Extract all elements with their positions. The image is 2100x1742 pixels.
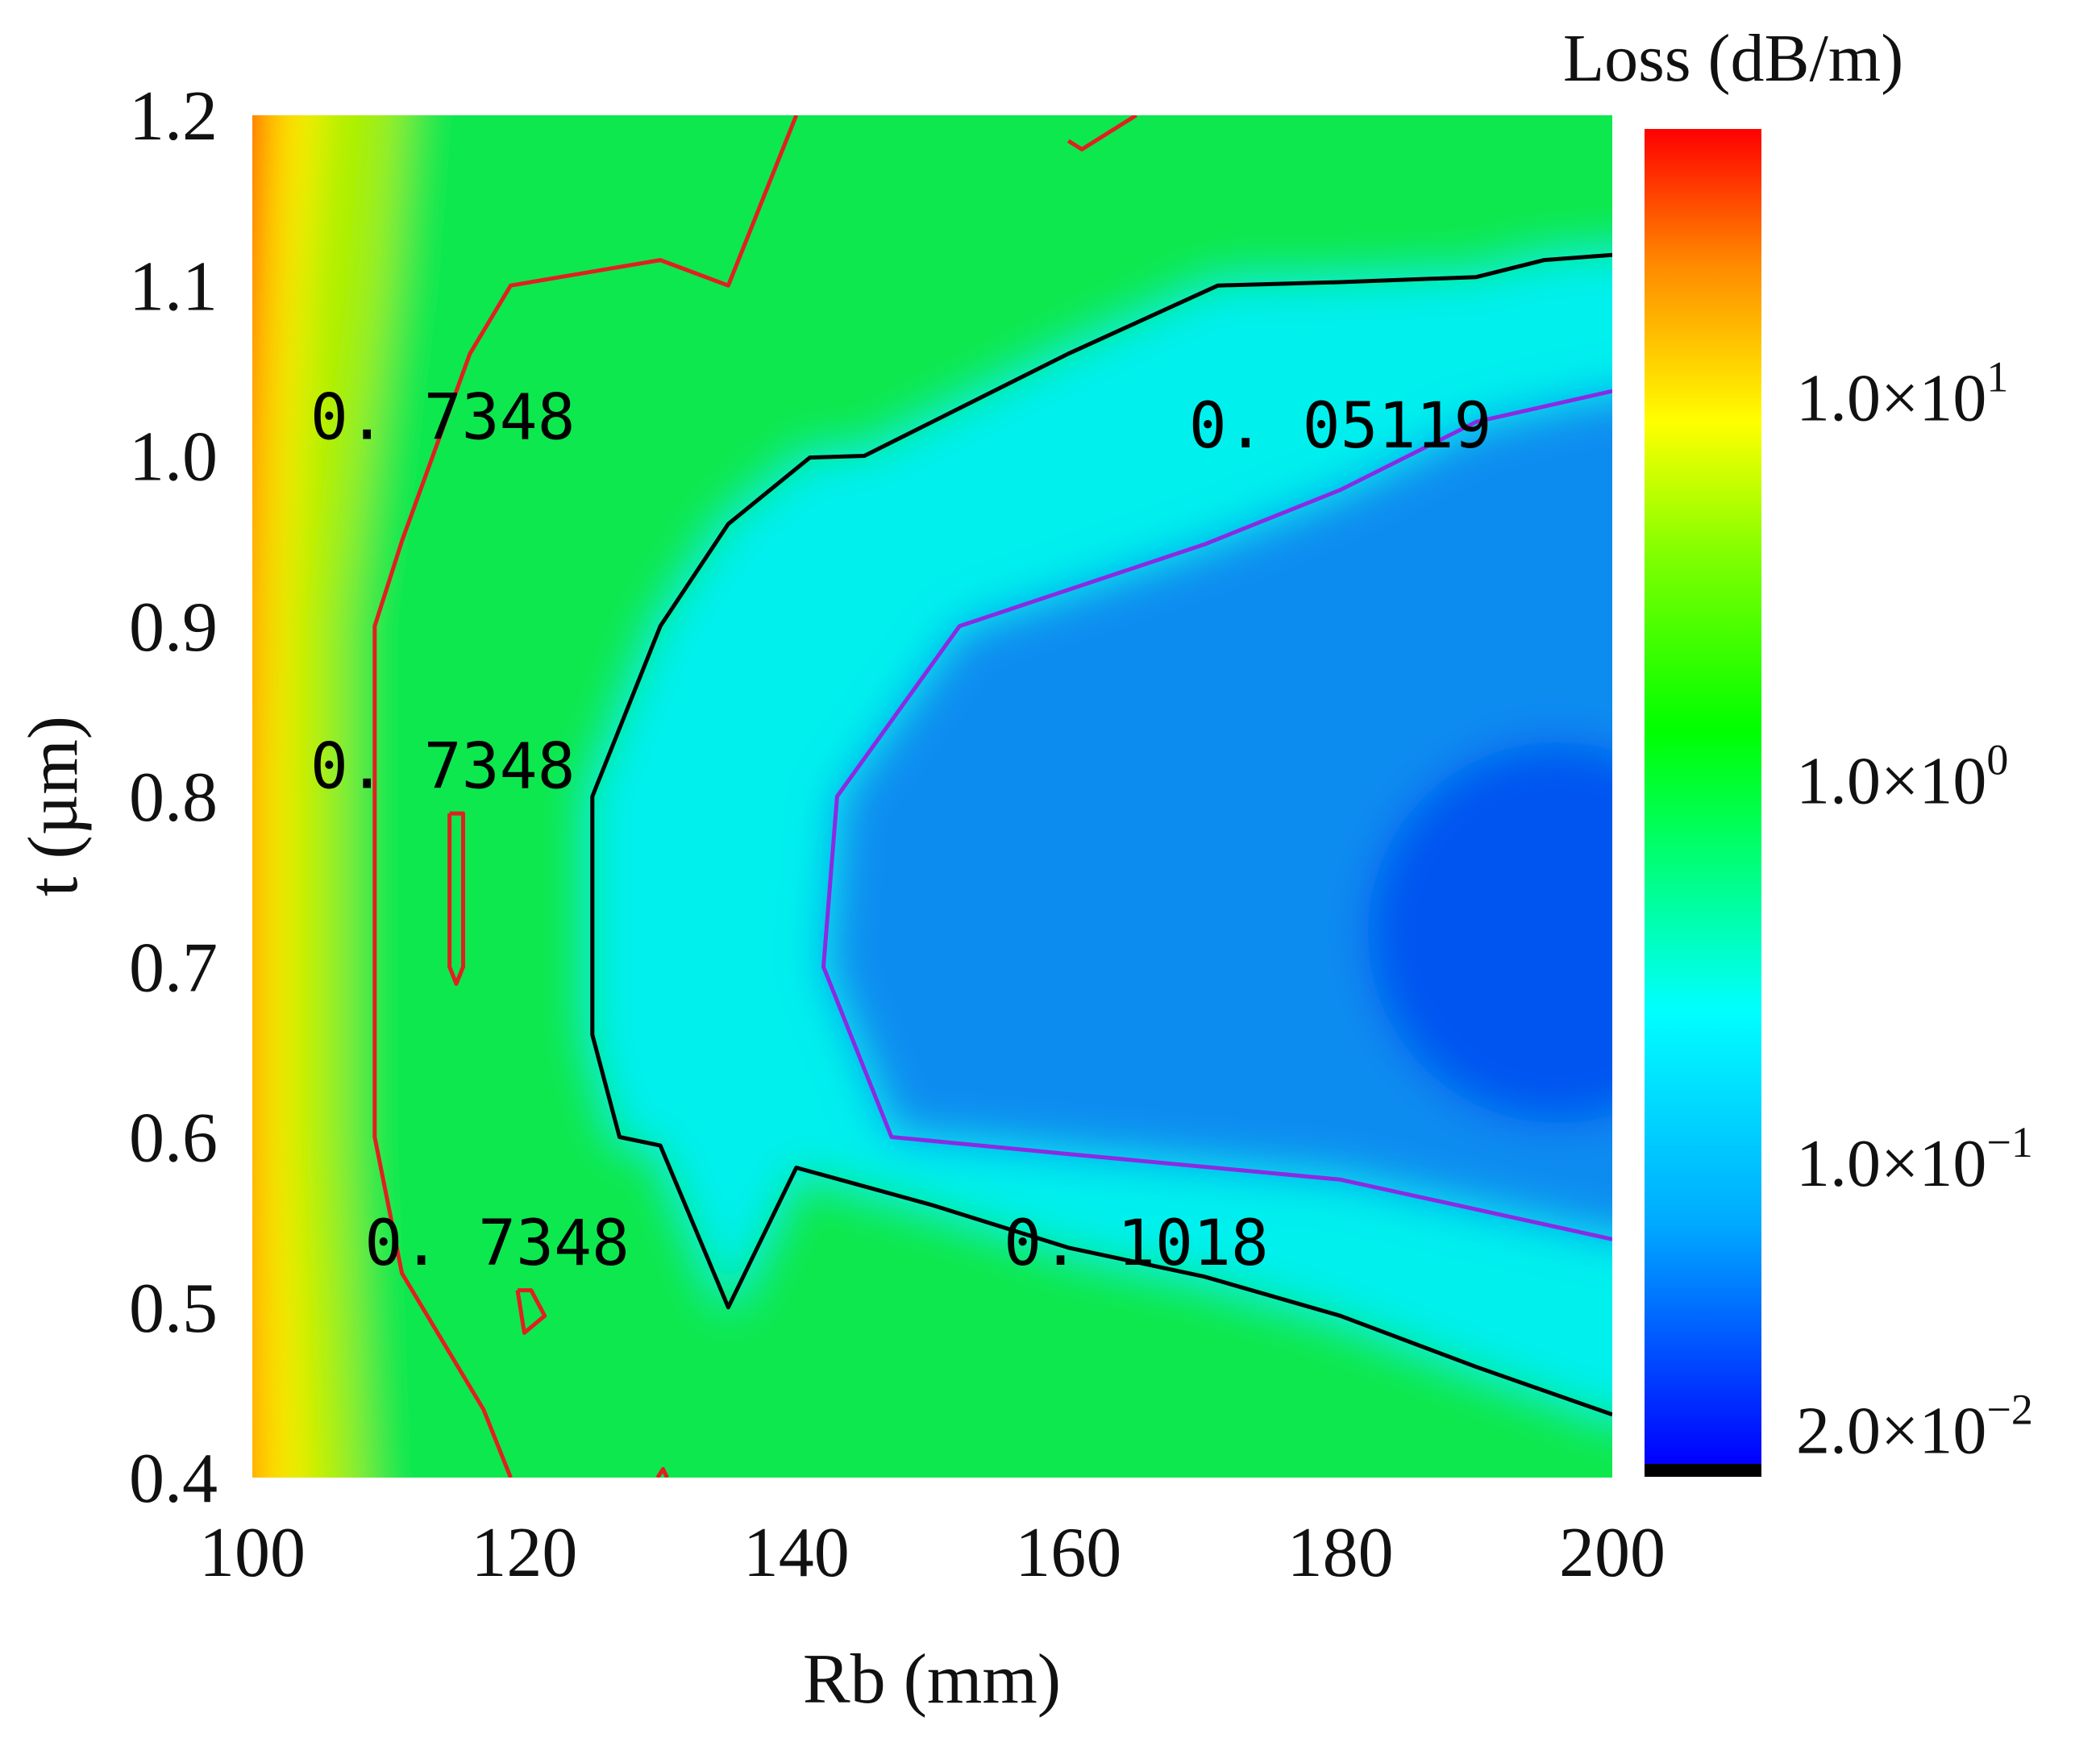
colorbar-tick-label: 1.0×10−1 [1796, 1118, 2033, 1201]
contour-line [821, 389, 1612, 1241]
contour-label: 0. 1018 [1004, 1208, 1269, 1280]
x-tick-label: 200 [1559, 1514, 1665, 1592]
heat-yellow-band [252, 115, 321, 1478]
heat-deep-blue-core [1367, 742, 1612, 1124]
y-tick-label: 1.2 [129, 77, 218, 156]
colorbar-bottom-band [1645, 1464, 1761, 1477]
contour-label: 0. 7348 [310, 730, 576, 803]
contour-line [655, 1466, 669, 1478]
colorbar-tick-label: 2.0×10−2 [1796, 1386, 2033, 1469]
colorbar-title: Loss (dB/m) [1563, 21, 1903, 96]
y-axis-title: t (µm) [15, 716, 93, 896]
x-axis-title: Rb (mm) [803, 1640, 1061, 1719]
colorbar-gradient [1645, 129, 1761, 1464]
y-tick-label: 1.1 [129, 247, 218, 326]
contour-label: 0. 7348 [310, 381, 576, 454]
contour-line [1067, 115, 1137, 152]
contour-labels: 0. 7348 0. 7348 0. 7348 0. 05119 0. 1018 [310, 381, 1492, 1280]
x-tick-label: 180 [1287, 1514, 1394, 1592]
y-tick-label: 0.7 [129, 929, 218, 1007]
y-axis-ticks: 0.4 0.5 0.6 0.7 0.8 0.9 1.0 1.1 1.2 [129, 77, 218, 1518]
contour-line [372, 115, 799, 1478]
y-tick-label: 0.9 [129, 588, 218, 667]
contour-label: 0. 7348 [364, 1208, 630, 1280]
x-tick-label: 120 [471, 1514, 577, 1592]
x-tick-label: 160 [1015, 1514, 1121, 1592]
y-tick-label: 1.0 [129, 418, 218, 497]
contour-lines [372, 115, 1612, 1478]
contour-line [515, 1288, 547, 1335]
colorbar-tick-label: 1.0×101 [1796, 353, 2008, 436]
x-tick-label: 140 [743, 1514, 850, 1592]
heat-red-band [252, 115, 256, 173]
colorbar-ticks: 1.0×101 1.0×100 1.0×10−1 2.0×10−2 [1796, 353, 2033, 1469]
y-tick-label: 0.6 [129, 1100, 218, 1178]
y-tick-label: 0.5 [129, 1270, 218, 1348]
colorbar: Loss (dB/m) 1.0×101 1.0×100 1.0×10−1 2.0×10… [1563, 21, 2033, 1477]
y-tick-label: 0.4 [129, 1440, 218, 1518]
y-tick-label: 0.8 [129, 759, 218, 837]
heatmap-color-layer [252, 115, 1612, 1478]
heatmap-field [252, 115, 1612, 1478]
contour-line [590, 252, 1612, 1417]
x-tick-label: 100 [199, 1514, 306, 1592]
colorbar-tick-label: 1.0×100 [1796, 735, 2008, 818]
heat-orange-band [252, 115, 276, 1478]
x-axis-ticks: 100 120 140 160 180 200 [199, 1514, 1665, 1592]
contour-line [447, 811, 465, 986]
contour-label: 0. 05119 [1189, 390, 1492, 463]
